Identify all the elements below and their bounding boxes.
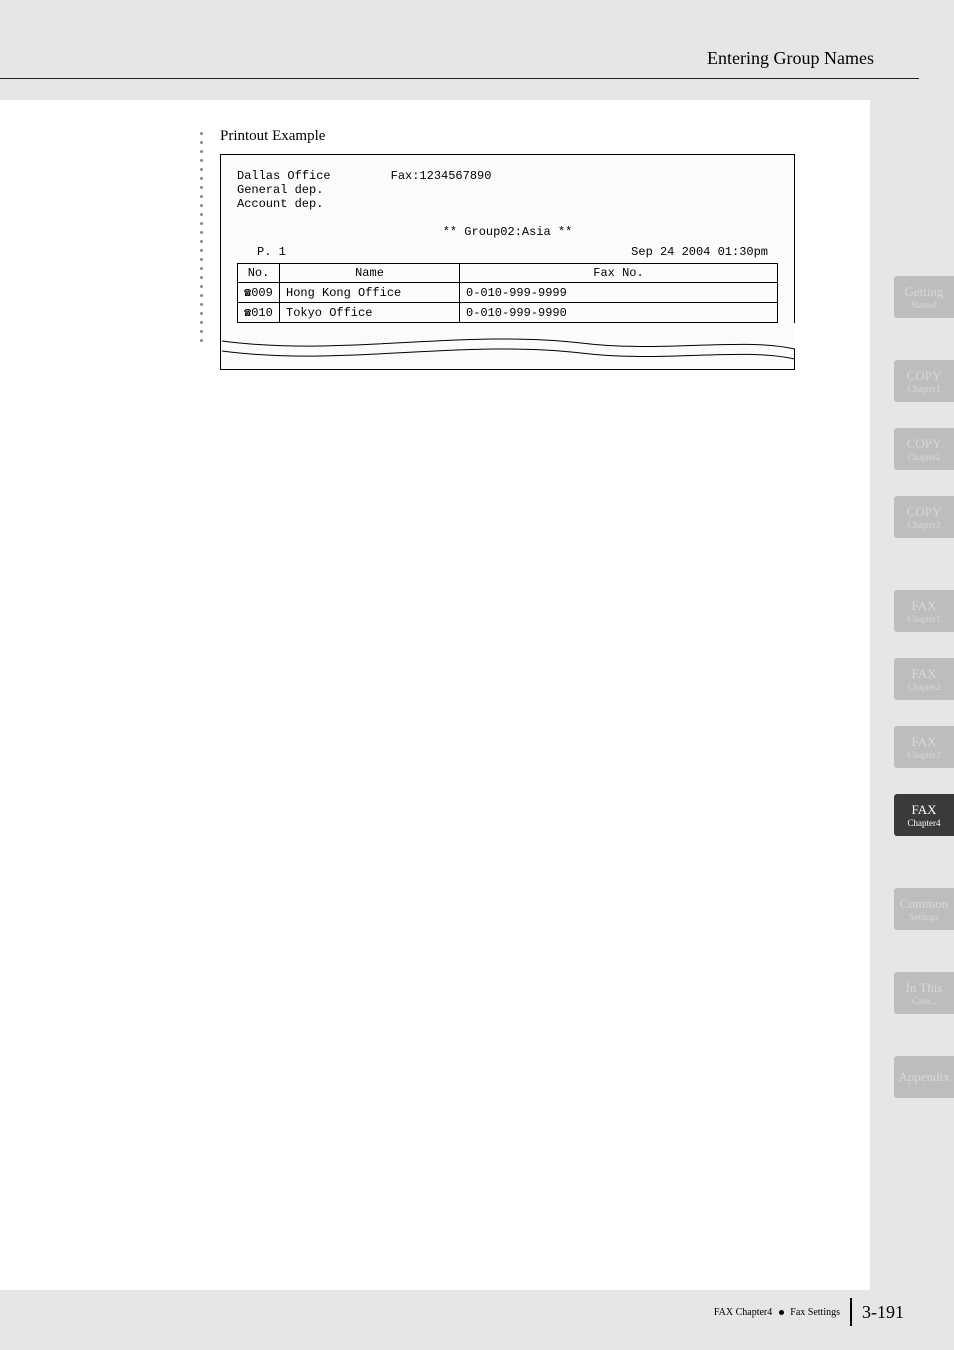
tab-copy-ch1[interactable]: COPY Chapter1 [894,360,954,402]
printout-meta-row: P. 1 Sep 24 2004 01:30pm [237,245,778,263]
dotted-vertical-rule [200,132,203,342]
header-band: Entering Group Names [0,0,954,90]
printout-table: No. Name Fax No. ☎009 Hong Kong Office 0… [237,263,778,323]
footer-divider [850,1298,852,1326]
tab-main: COPY [907,368,942,384]
tab-main: COPY [907,436,942,452]
printout-example-heading: Printout Example [220,128,325,145]
tab-gap [894,710,954,716]
cell-name: Hong Kong Office [280,283,460,303]
crumb-chapter: FAX Chapter4 [714,1307,772,1318]
content-panel: Printout Example Dallas Office General d… [0,100,870,1290]
printout-box: Dallas Office General dep. Account dep. … [220,154,795,370]
tab-sub: Started [911,300,937,310]
tab-fax-ch3[interactable]: FAX Chapter3 [894,726,954,768]
col-header-no: No. [238,264,280,283]
title-rule [0,78,919,79]
tab-main: Getting [905,284,944,300]
tab-gap [894,940,954,962]
tab-sub: Chapter2 [908,682,941,692]
cell-no: ☎009 [238,283,280,303]
tab-main: Common [900,896,948,912]
tab-common-settings[interactable]: Common Settings [894,888,954,930]
printout-sender-block: Dallas Office General dep. Account dep. [237,169,331,211]
tab-gap [894,642,954,648]
tab-sub: Chapter1 [908,614,941,624]
tab-fax-ch2[interactable]: FAX Chapter2 [894,658,954,700]
tab-gap [894,548,954,580]
tab-main: COPY [907,504,942,520]
printout-office: Dallas Office [237,169,331,183]
tab-gap [894,480,954,486]
tab-main: FAX [911,734,936,750]
col-header-name: Name [280,264,460,283]
tab-main: In This [906,980,943,996]
breadcrumb: FAX Chapter4 Fax Settings [714,1307,840,1318]
side-tabs: Getting Started COPY Chapter1 COPY Chapt… [894,276,954,1098]
printout-dep1: General dep. [237,183,331,197]
tab-appendix[interactable]: Appendix [894,1056,954,1098]
tab-gap [894,778,954,784]
tab-main: FAX [911,598,936,614]
tab-sub: Chapter1 [908,384,941,394]
tab-sub: Case... [912,996,936,1006]
printout-dep2: Account dep. [237,197,331,211]
table-row: ☎010 Tokyo Office 0-010-999-9990 [238,303,778,323]
crumb-section: Fax Settings [790,1307,840,1318]
table-row: ☎009 Hong Kong Office 0-010-999-9999 [238,283,778,303]
tab-sub: Chapter3 [908,520,941,530]
footer: FAX Chapter4 Fax Settings 3-191 [714,1298,904,1326]
tear-off-edge [221,323,794,369]
printout-header: Dallas Office General dep. Account dep. … [237,169,778,211]
tab-main: FAX [911,666,936,682]
tab-gap [894,412,954,418]
tab-gap [894,1024,954,1046]
table-header-row: No. Name Fax No. [238,264,778,283]
bullet-icon [779,1310,784,1315]
printout-page-label: P. 1 [257,245,286,259]
printout-timestamp: Sep 24 2004 01:30pm [631,245,768,259]
col-header-fax: Fax No. [460,264,778,283]
tab-sub: Chapter3 [908,750,941,760]
tab-copy-ch3[interactable]: COPY Chapter3 [894,496,954,538]
tab-getting-started[interactable]: Getting Started [894,276,954,318]
tab-gap [894,328,954,350]
tab-gap [894,846,954,878]
printout-group-title: ** Group02:Asia ** [237,225,778,239]
tab-sub: Chapter4 [908,818,941,828]
tab-fax-ch4[interactable]: FAX Chapter4 [894,794,954,836]
tab-in-this-case[interactable]: In This Case... [894,972,954,1014]
cell-no: ☎010 [238,303,280,323]
tab-fax-ch1[interactable]: FAX Chapter1 [894,590,954,632]
tab-main: FAX [911,802,936,818]
tab-main: Appendix [898,1069,949,1085]
cell-fax: 0-010-999-9999 [460,283,778,303]
printout-fax-number: Fax:1234567890 [391,169,492,211]
cell-name: Tokyo Office [280,303,460,323]
tab-copy-ch2[interactable]: COPY Chapter2 [894,428,954,470]
page-number: 3-191 [862,1302,904,1323]
section-title: Entering Group Names [707,48,874,69]
tab-sub: Settings [909,912,938,922]
cell-fax: 0-010-999-9990 [460,303,778,323]
tab-sub: Chapter2 [908,452,941,462]
